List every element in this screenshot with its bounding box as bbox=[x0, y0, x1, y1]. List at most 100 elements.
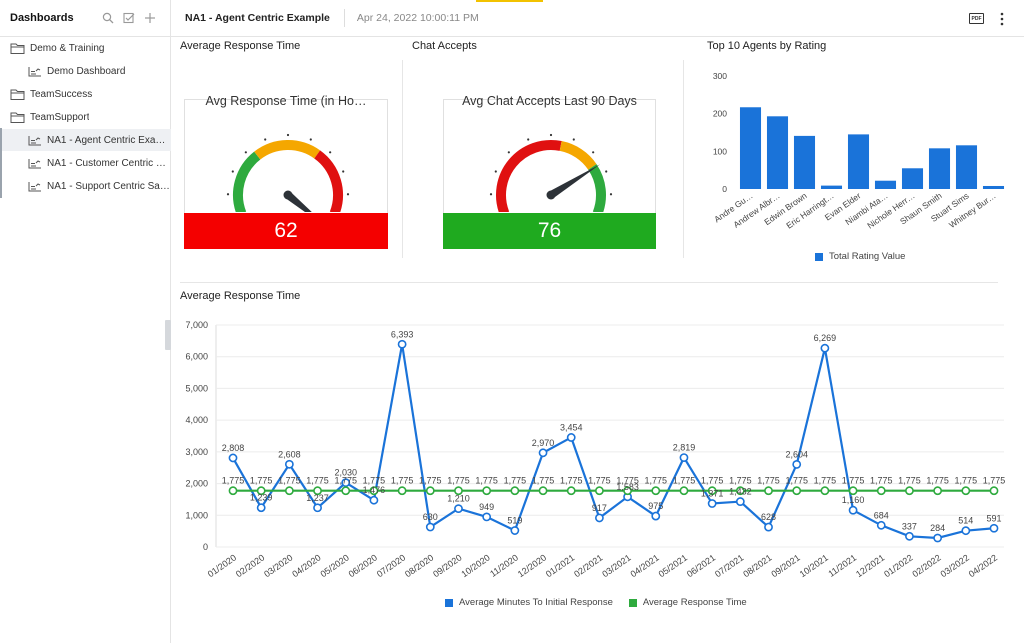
x-tick-label: 03/2021 bbox=[600, 552, 632, 579]
data-point bbox=[566, 486, 576, 496]
data-label: 1,239 bbox=[250, 493, 273, 503]
dashboard-header: NA1 - Agent Centric Example Apr 24, 2022… bbox=[171, 0, 1024, 37]
sidebar-item-customer-centric[interactable]: NA1 - Customer Centric S… bbox=[0, 152, 171, 174]
x-tick-label: 12/2021 bbox=[854, 552, 886, 579]
data-label: 1,775 bbox=[814, 476, 837, 486]
y-tick-label: 6,000 bbox=[185, 352, 208, 362]
legend-swatch bbox=[628, 598, 637, 607]
data-point bbox=[707, 486, 717, 496]
data-label: 514 bbox=[958, 516, 973, 526]
data-point bbox=[369, 495, 379, 505]
sidebar-item-demo-training[interactable]: Demo & Training bbox=[0, 37, 171, 59]
sidebar-item-label: NA1 - Agent Centric Exam… bbox=[47, 134, 171, 146]
data-label: 1,210 bbox=[447, 494, 470, 504]
x-tick-label: 05/2021 bbox=[657, 552, 689, 579]
widget-divider bbox=[683, 60, 684, 258]
bar bbox=[793, 135, 816, 189]
data-point bbox=[961, 526, 971, 536]
data-point bbox=[538, 448, 548, 458]
data-point bbox=[566, 433, 576, 442]
data-point bbox=[848, 505, 858, 515]
data-label: 1,775 bbox=[588, 476, 611, 486]
data-point bbox=[933, 533, 943, 543]
y-tick-label: 5,000 bbox=[185, 383, 208, 393]
line-chart-legend: Average Minutes To Initial Response Aver… bbox=[445, 597, 747, 608]
data-label: 1,476 bbox=[363, 485, 386, 495]
y-tick-label: 7,000 bbox=[185, 320, 208, 330]
sidebar-resize-handle[interactable] bbox=[165, 320, 171, 350]
more-options-icon[interactable] bbox=[998, 11, 1006, 27]
gauge-needle-hub bbox=[546, 190, 556, 200]
data-point bbox=[820, 486, 830, 496]
data-label: 1,775 bbox=[785, 476, 808, 486]
x-tick-label: 09/2021 bbox=[769, 552, 801, 579]
sidebar-item-label: NA1 - Support Centric Sa… bbox=[47, 180, 170, 192]
data-label: 630 bbox=[423, 512, 438, 522]
data-label: 1,775 bbox=[983, 476, 1006, 486]
bar bbox=[955, 145, 978, 189]
edit-check-icon[interactable] bbox=[123, 12, 135, 24]
data-point bbox=[820, 343, 830, 353]
data-point bbox=[341, 486, 351, 496]
dashboard-icon bbox=[28, 66, 41, 76]
data-point bbox=[989, 523, 999, 533]
x-tick-label: 07/2020 bbox=[375, 552, 407, 579]
data-point bbox=[792, 486, 802, 496]
x-tick-label: 03/2020 bbox=[262, 552, 294, 579]
x-tick-label: 06/2021 bbox=[685, 552, 717, 579]
sidebar-item-agent-centric[interactable]: NA1 - Agent Centric Exam… bbox=[0, 129, 171, 151]
x-tick-label: 01/2022 bbox=[882, 552, 914, 579]
gauge-label: Avg Chat Accepts Last 90 Days bbox=[462, 94, 637, 108]
data-label: 1,160 bbox=[842, 495, 865, 505]
x-tick-label: 12/2020 bbox=[516, 552, 548, 579]
y-tick-label: 200 bbox=[713, 109, 727, 119]
data-point bbox=[876, 486, 886, 496]
data-point bbox=[369, 486, 379, 496]
data-point bbox=[510, 526, 520, 535]
data-point bbox=[905, 531, 914, 541]
gauge-tick bbox=[527, 138, 530, 141]
sidebar-title: Dashboards bbox=[10, 12, 74, 24]
data-point bbox=[425, 486, 435, 496]
gauge-band bbox=[314, 150, 343, 212]
data-point bbox=[454, 486, 463, 496]
sidebar-item-teamsuccess[interactable]: TeamSuccess bbox=[0, 83, 171, 105]
pdf-export-button[interactable]: PDF bbox=[969, 13, 984, 24]
search-icon[interactable] bbox=[102, 12, 114, 24]
y-tick-label: 100 bbox=[713, 146, 727, 156]
gauge-tick bbox=[549, 133, 553, 137]
header-divider bbox=[343, 9, 345, 27]
add-icon[interactable] bbox=[144, 12, 156, 24]
data-label: 3,454 bbox=[560, 422, 583, 432]
gauge-tick bbox=[592, 151, 595, 154]
data-label: 1,237 bbox=[306, 493, 329, 503]
x-tick-label: Whitney Bur… bbox=[947, 190, 998, 230]
legend-label: Total Rating Value bbox=[829, 251, 906, 262]
data-label: 519 bbox=[507, 516, 522, 526]
data-point bbox=[792, 460, 802, 469]
dashboard-title: NA1 - Agent Centric Example bbox=[185, 12, 330, 24]
gauge-dial: 040 bbox=[226, 133, 350, 212]
y-tick-label: 2,000 bbox=[185, 479, 208, 489]
data-label: 2,808 bbox=[222, 443, 245, 453]
data-label: 1,775 bbox=[842, 476, 865, 486]
response-gauge: Avg Response Time (in Ho… 040 62 bbox=[184, 94, 388, 249]
data-point bbox=[651, 486, 661, 496]
data-label: 1,775 bbox=[250, 476, 273, 486]
gauge-band bbox=[233, 151, 261, 212]
data-point bbox=[454, 504, 463, 514]
data-point bbox=[764, 522, 773, 532]
y-tick-label: 300 bbox=[713, 71, 727, 81]
data-label: 917 bbox=[592, 503, 607, 513]
sidebar-item-label: Demo & Training bbox=[30, 42, 105, 54]
data-point bbox=[989, 486, 999, 496]
data-label: 2,970 bbox=[532, 438, 555, 448]
sidebar-item-demo-dashboard[interactable]: Demo Dashboard bbox=[0, 60, 171, 82]
gauge-tick bbox=[605, 170, 608, 173]
sidebar-item-support-centric[interactable]: NA1 - Support Centric Sa… bbox=[0, 175, 171, 197]
series-line bbox=[232, 344, 995, 540]
data-label: 6,269 bbox=[814, 333, 837, 343]
sidebar-item-teamsupport[interactable]: TeamSupport bbox=[0, 106, 171, 128]
x-tick-label: 02/2021 bbox=[572, 552, 604, 579]
x-tick-label: 04/2021 bbox=[629, 552, 661, 579]
